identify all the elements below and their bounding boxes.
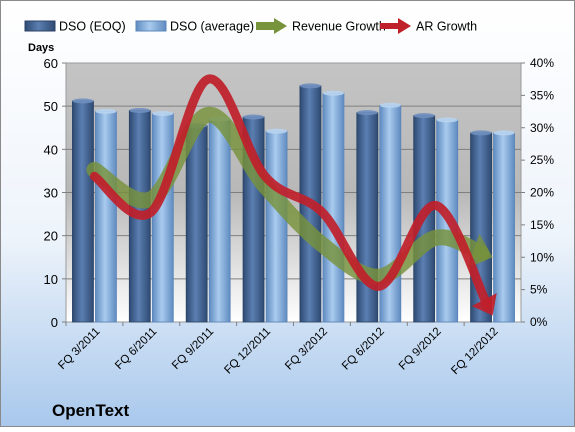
bar-dso-average <box>151 113 174 323</box>
bar-top-dso-average <box>436 117 458 123</box>
legend: DSO (EOQ) DSO (average) Revenue Growth AR G… <box>24 18 477 34</box>
bar-top-dso-eoq <box>243 114 265 120</box>
legend-label-dso-eoq: DSO (EOQ) <box>59 20 126 34</box>
bar-dso-eoq <box>72 100 94 323</box>
company-name: OpenText <box>52 401 129 420</box>
bar-dso-eoq <box>185 125 208 323</box>
y-axis-title: Days <box>28 42 54 54</box>
legend-swatch-dso-eoq <box>24 20 56 32</box>
y-tick-label: 0 <box>51 315 58 330</box>
y-tick-label: 40 <box>44 142 58 157</box>
bar-dso-average <box>265 130 288 323</box>
y2-tick-label: 10% <box>530 250 554 264</box>
y-tick-label: 50 <box>44 99 58 114</box>
y2-tick-label: 25% <box>530 153 554 167</box>
bar-dso-average <box>493 132 515 323</box>
arrowhead-ar-growth <box>471 293 497 316</box>
bar-top-dso-eoq <box>299 83 321 89</box>
y2-tick-label: 15% <box>530 218 554 232</box>
bar-top-dso-average <box>95 108 117 114</box>
legend-arrow-revenue-growth <box>274 18 287 34</box>
legend-swatch-dso-average <box>135 20 167 32</box>
bar-top-dso-eoq <box>356 110 378 116</box>
bar-top-dso-average <box>266 128 288 134</box>
bar-top-dso-eoq <box>72 98 94 104</box>
y2-tick-label: 35% <box>530 88 554 102</box>
y2-tick-label: 20% <box>530 186 554 200</box>
bar-top-dso-eoq <box>470 130 492 136</box>
y2-tick-label: 40% <box>530 56 554 70</box>
legend-label-ar-growth: AR Growth <box>416 20 477 34</box>
bar-top-dso-average <box>493 130 515 136</box>
y-tick-label: 10 <box>44 272 58 287</box>
bar-top-dso-eoq <box>413 113 435 119</box>
bar-dso-average <box>208 118 231 323</box>
bar-top-dso-average <box>322 90 344 96</box>
y2-tick-label: 0% <box>530 315 548 329</box>
legend-arrow-ar-growth <box>398 18 411 34</box>
bar-top-dso-eoq <box>129 107 151 113</box>
y-tick-label: 60 <box>44 56 58 71</box>
y-tick-label: 20 <box>44 229 58 244</box>
y2-tick-label: 5% <box>530 283 548 297</box>
legend-label-revenue-growth: Revenue Growth <box>292 20 386 34</box>
legend-label-dso-average: DSO (average) <box>170 20 254 34</box>
arrowhead-revenue-growth <box>467 233 493 268</box>
bar-dso-average <box>95 110 117 323</box>
bar-dso-eoq <box>356 112 379 323</box>
line-ar-growth <box>89 74 493 311</box>
y2-tick-label: 30% <box>530 121 554 135</box>
y-tick-label: 30 <box>44 186 58 201</box>
growth-lines <box>86 74 497 316</box>
bar-top-dso-average <box>379 102 401 108</box>
bar-dso-average <box>322 92 345 323</box>
bar-top-dso-average <box>152 111 174 117</box>
